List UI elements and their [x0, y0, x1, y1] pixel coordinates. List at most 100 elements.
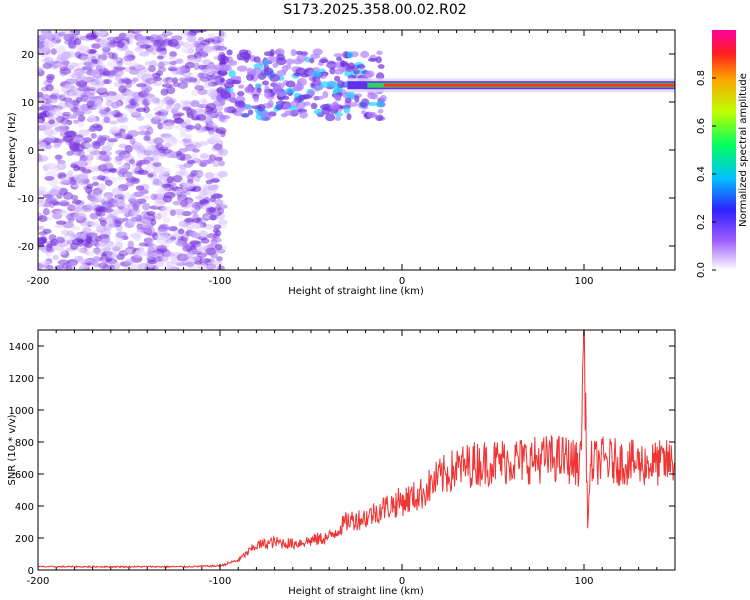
spectrogram-noise-mark	[38, 91, 44, 97]
spectrogram-onset-mark	[267, 56, 278, 63]
spectrogram-onset-mark	[245, 73, 255, 81]
spectrogram-noise-mark	[167, 226, 178, 232]
spectrogram-noise-mark	[38, 112, 48, 118]
spectrogram-onset-mark	[253, 56, 261, 63]
spectrogram-noise-mark	[166, 99, 175, 106]
spectrogram-noise-mark	[45, 244, 53, 252]
spectrogram-noise-mark	[147, 173, 154, 178]
spectrogram-x-axis-label: Height of straight line (km)	[288, 286, 424, 297]
spectrogram-noise-mark	[49, 188, 59, 197]
spectrogram-noise-mark	[208, 206, 216, 213]
spectrogram-noise-mark	[206, 88, 218, 97]
spectrogram-noise-mark	[101, 145, 113, 152]
spectrogram-noise-mark	[130, 165, 141, 172]
spectrogram-noise-mark	[128, 159, 136, 165]
spectrogram-noise-mark	[116, 41, 125, 48]
spectrogram-noise-mark	[145, 95, 157, 102]
spectrogram-noise-mark	[66, 150, 74, 156]
spectrogram-onset-mark	[345, 65, 355, 72]
spectrogram-noise-mark	[212, 159, 220, 168]
spectrogram-noise-mark	[160, 39, 173, 46]
spectrogram-noise-mark	[55, 62, 63, 68]
spectrogram-noise-mark	[104, 207, 113, 214]
spectrogram-noise-mark	[200, 154, 212, 159]
spectrogram-noise-mark	[189, 231, 200, 238]
spectrogram-noise-mark	[54, 264, 65, 270]
snr-y-tick-label: 600	[15, 470, 34, 481]
spectrogram-noise-mark	[71, 199, 82, 205]
snr-x-tick-label: -100	[209, 576, 232, 587]
spectrogram-noise-mark	[133, 30, 145, 33]
spectrogram-onset-mark	[360, 50, 370, 59]
spectrogram-noise-mark	[38, 236, 47, 245]
spectrogram-noise-mark	[74, 143, 85, 152]
spectrogram-noise-mark	[145, 226, 156, 234]
spectrogram-onset-mark	[230, 79, 242, 85]
spectrogram-noise-mark	[116, 60, 123, 67]
spectrogram-noise-mark	[114, 74, 122, 82]
spectrogram-noise-mark	[40, 260, 52, 266]
spectrogram-noise-mark	[58, 248, 67, 255]
spectrogram-onset-mark	[345, 91, 356, 100]
spectrogram-onset-mark	[325, 63, 336, 68]
spectrogram-noise-mark	[121, 95, 129, 101]
snr-series-line	[38, 330, 675, 569]
spectrogram-noise-mark	[105, 70, 116, 75]
spectrogram-noise-mark	[159, 223, 170, 230]
spectrogram-noise-mark	[92, 181, 99, 187]
spectrogram-noise-mark	[79, 265, 86, 270]
spectrogram-noise-mark	[147, 259, 158, 265]
spectrogram-noise-mark	[143, 105, 150, 114]
spectrogram-noise-mark	[129, 193, 136, 202]
carrier-band-core	[383, 83, 675, 87]
spectrogram-noise-mark	[88, 49, 97, 54]
spectrogram-onset-mark	[311, 70, 322, 78]
spectrogram-noise-mark	[123, 66, 131, 73]
spectrogram-noise-mark	[117, 205, 124, 210]
spectrogram-onset-mark	[223, 107, 229, 113]
spectrogram-onset-mark	[238, 84, 245, 89]
spectrogram-noise-mark	[38, 118, 43, 124]
spectrogram-onset-mark	[263, 91, 272, 98]
spectrogram-noise-mark	[182, 41, 191, 48]
spectrogram-onset-mark	[274, 49, 282, 55]
spectrogram-onset-mark	[343, 106, 350, 114]
spectrogram-onset-mark	[269, 73, 280, 82]
spectrogram-noise-mark	[77, 119, 85, 128]
spectrogram-noise-mark	[197, 245, 204, 253]
spectrogram-noise-mark	[161, 206, 173, 212]
spectrogram-noise-mark	[176, 152, 186, 161]
spectrogram-noise-mark	[184, 144, 197, 152]
spectrogram-noise-mark	[87, 128, 98, 133]
spectrogram-noise-mark	[93, 255, 100, 263]
snr-y-tick-label: 1400	[9, 342, 34, 353]
spectrogram-noise-mark	[74, 255, 83, 262]
spectrogram-noise-mark	[38, 66, 44, 72]
spectrogram-noise-mark	[69, 261, 78, 268]
spectrogram-noise-mark	[157, 122, 164, 130]
spectrogram-noise-mark	[42, 137, 54, 144]
spectrogram-noise-mark	[53, 224, 64, 229]
spectrogram-noise-mark	[136, 71, 147, 79]
spectrogram-noise-mark	[154, 199, 162, 208]
spectrogram-noise-mark	[200, 238, 210, 244]
spectrogram-noise-mark	[145, 145, 157, 151]
spectrogram-noise-mark	[111, 187, 124, 195]
spectrogram-noise-mark	[176, 253, 189, 262]
spectrogram-noise-mark	[96, 210, 106, 217]
spectrogram-onset-mark	[376, 50, 383, 56]
spectrogram-noise-mark	[189, 240, 201, 245]
spectrogram-onset-mark	[266, 114, 272, 120]
spectrogram-noise-mark	[130, 217, 139, 222]
spectrogram-noise-mark	[83, 250, 90, 256]
spectrogram-noise-mark	[199, 263, 208, 270]
spectrogram-y-tick-label: -10	[18, 194, 34, 205]
spectrogram-noise-mark	[142, 149, 153, 156]
spectrogram-noise-mark	[135, 185, 145, 191]
spectrogram-noise-mark	[161, 83, 173, 88]
spectrogram-noise-mark	[169, 51, 177, 58]
spectrogram-noise-mark	[194, 123, 202, 131]
spectrogram-noise-mark	[134, 46, 142, 53]
spectrogram-noise-mark	[105, 100, 113, 107]
colorbar-tick-label: 0.6	[696, 118, 707, 134]
